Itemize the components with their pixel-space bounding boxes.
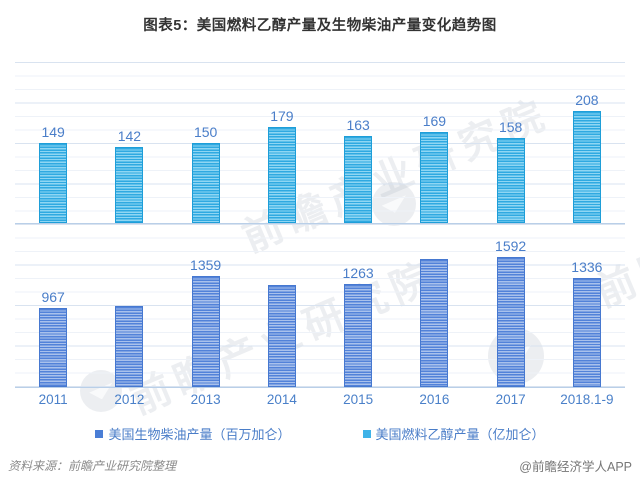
legend-marker-icon xyxy=(362,429,371,438)
legend-item: 美国生物柴油产量（百万加仑） xyxy=(95,424,291,443)
bar-cell xyxy=(244,224,320,387)
bar xyxy=(344,135,373,223)
biodiesel-panel: 967 1359 1263 1592 1336 xyxy=(15,224,625,388)
bar-value-label: 1336 xyxy=(571,259,603,276)
x-axis-label: 2017 xyxy=(495,392,526,407)
bar-value-label: 179 xyxy=(270,107,294,124)
x-axis-label: 2018.1-9 xyxy=(560,392,614,407)
bar-cell: 158 xyxy=(473,62,549,223)
bar-cell: 163 xyxy=(320,62,396,223)
bar xyxy=(115,146,144,223)
bar-value-label: 142 xyxy=(117,127,142,144)
bar-value-label: 1592 xyxy=(495,238,527,255)
bar xyxy=(191,142,220,223)
bar-cell: 149 xyxy=(15,62,91,223)
bar xyxy=(344,284,373,387)
legend-label: 美国燃料乙醇产量（亿加仑） xyxy=(375,427,545,442)
bar-value-label: 967 xyxy=(41,289,65,306)
bar xyxy=(420,259,449,387)
bar-value-label: 1263 xyxy=(342,265,374,282)
bar-cell: 179 xyxy=(244,62,320,223)
x-axis-label: 2016 xyxy=(419,392,450,407)
bar-value-label: 150 xyxy=(193,123,218,140)
bar xyxy=(267,126,296,223)
bar xyxy=(496,138,525,223)
x-axis-label: 2011 xyxy=(38,392,68,407)
bar-value-label: 158 xyxy=(498,119,523,136)
chart-title: 图表5：美国燃料乙醇产量及生物柴油产量变化趋势图 xyxy=(143,18,497,34)
x-axis-label: 2013 xyxy=(190,392,221,407)
bar-cell: 967 xyxy=(15,224,91,387)
bar-cell: 1359 xyxy=(168,224,244,387)
x-axis-label: 2015 xyxy=(343,392,374,407)
bar-cell: 1592 xyxy=(473,224,549,387)
brand-note: @前瞻经济学人APP xyxy=(519,460,632,474)
bar xyxy=(572,278,601,387)
bar xyxy=(572,111,601,223)
x-axis-label: 2012 xyxy=(114,392,145,407)
plot-area: 149 142 150 179 163 169 158 208 967 1359 1263 1592… xyxy=(15,62,625,388)
source-note: 资料来源：前瞻产业研究院整理 xyxy=(8,459,177,473)
x-axis-label: 2014 xyxy=(266,392,297,407)
bar xyxy=(267,285,296,387)
bar-cell: 208 xyxy=(549,62,625,223)
bar-cell: 1263 xyxy=(320,224,396,387)
bar xyxy=(420,132,449,223)
bar-cell: 150 xyxy=(168,62,244,223)
legend: 美国生物柴油产量（百万加仑） 美国燃料乙醇产量（亿加仑） xyxy=(0,424,640,443)
bar xyxy=(39,143,68,223)
bar-cell: 169 xyxy=(396,62,472,223)
bar xyxy=(191,276,220,387)
bar-value-label: 208 xyxy=(575,92,599,109)
legend-marker-icon xyxy=(95,429,104,438)
bar-value-label: 169 xyxy=(422,113,447,130)
footer: 资料来源：前瞻产业研究院整理 @前瞻经济学人APP xyxy=(8,456,632,475)
x-axis: 2011 2012 2013 2014 2015 2016 2017 2018.1-9 xyxy=(15,392,625,407)
bar-cell xyxy=(91,224,167,387)
bar xyxy=(115,306,144,387)
bar-value-label: 1359 xyxy=(190,257,222,274)
bar-cell: 1336 xyxy=(549,224,625,387)
legend-label: 美国生物柴油产量（百万加仑） xyxy=(108,427,291,442)
bar xyxy=(496,257,525,387)
ethanol-panel: 149 142 150 179 163 169 158 208 xyxy=(15,62,625,224)
legend-item: 美国燃料乙醇产量（亿加仑） xyxy=(362,424,545,443)
bar-cell xyxy=(396,224,472,387)
bar-cell: 142 xyxy=(91,62,167,223)
bar-value-label: 163 xyxy=(346,116,370,133)
bar xyxy=(39,308,68,387)
bar-value-label: 149 xyxy=(41,124,65,140)
